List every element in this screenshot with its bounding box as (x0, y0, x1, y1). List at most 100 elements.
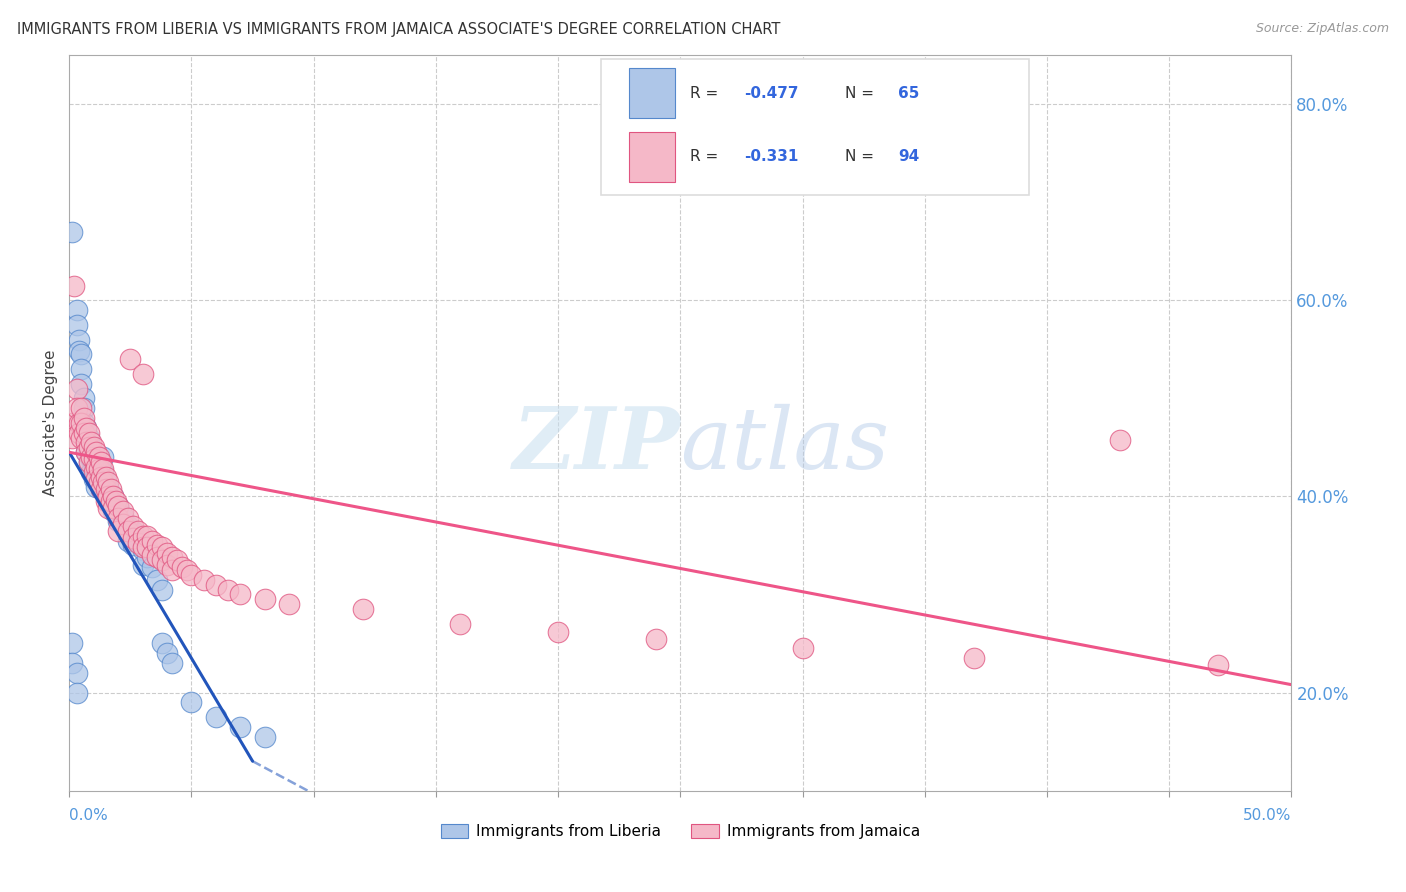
Point (107, 511, 129, 525)
Point (60, 416, 83, 430)
Point (107, 499, 129, 513)
Point (103, 501, 125, 516)
Point (80, 441, 103, 455)
Bar (628, 132, 675, 182)
Point (121, 524, 143, 538)
Point (90, 470, 112, 484)
Point (90, 470, 112, 484)
Point (90, 455, 112, 469)
Point (103, 490, 125, 504)
Point (73, 411, 96, 425)
Point (150, 636, 173, 650)
Point (75, 445, 97, 459)
Point (65, 382, 87, 396)
Point (107, 524, 129, 538)
Point (449, 616, 471, 631)
Point (229, 720, 252, 734)
Point (97, 501, 120, 516)
Text: 50.0%: 50.0% (1243, 808, 1292, 823)
Point (87, 472, 110, 486)
Point (117, 511, 139, 525)
Text: 0.0%: 0.0% (69, 808, 108, 823)
Point (93, 462, 115, 476)
Point (150, 553, 173, 567)
Point (80, 452, 103, 467)
Point (97, 480, 120, 494)
Point (73, 425, 96, 440)
Point (60, 431, 83, 445)
Point (84, 480, 107, 494)
Point (193, 573, 215, 587)
Point (83, 441, 105, 455)
Point (77, 442, 100, 457)
Point (103, 490, 125, 504)
Point (150, 541, 173, 555)
Point (94, 475, 117, 489)
Point (100, 482, 122, 496)
Point (121, 538, 143, 552)
Point (83, 472, 105, 486)
Text: atlas: atlas (681, 403, 890, 486)
Point (229, 587, 252, 601)
Point (75, 435, 97, 450)
Point (111, 516, 134, 531)
Point (67, 425, 90, 440)
Point (67, 333, 90, 347)
Point (90, 482, 112, 496)
Point (131, 528, 153, 542)
Point (94, 494, 117, 508)
Text: ZIP: ZIP (512, 403, 681, 487)
Point (97, 494, 120, 508)
Point (1109, 433, 1132, 447)
Point (70, 431, 93, 445)
Point (141, 548, 163, 562)
Point (87, 460, 110, 475)
Point (107, 514, 129, 528)
Point (205, 577, 228, 591)
FancyBboxPatch shape (600, 59, 1029, 194)
Point (65, 303, 87, 318)
Point (65, 318, 87, 332)
Text: N =: N = (845, 149, 879, 164)
Bar (628, 69, 675, 119)
Point (136, 528, 159, 542)
Point (156, 646, 179, 660)
Point (84, 470, 107, 484)
Point (70, 362, 93, 376)
Point (121, 518, 143, 533)
Point (131, 543, 153, 558)
Point (83, 450, 105, 465)
Legend: Immigrants from Liberia, Immigrants from Jamaica: Immigrants from Liberia, Immigrants from… (434, 818, 927, 846)
Point (70, 401, 93, 416)
Point (127, 536, 149, 550)
Point (75, 435, 97, 450)
Point (278, 597, 301, 611)
Point (146, 573, 169, 587)
Point (547, 624, 569, 639)
Point (792, 641, 814, 656)
Point (84, 445, 107, 459)
Text: N =: N = (845, 86, 879, 101)
Point (150, 582, 173, 597)
Text: Source: ZipAtlas.com: Source: ZipAtlas.com (1256, 22, 1389, 36)
Point (94, 470, 117, 484)
Text: 94: 94 (898, 149, 920, 164)
Text: 65: 65 (898, 86, 920, 101)
Point (156, 546, 179, 560)
Point (180, 567, 202, 582)
Point (131, 367, 153, 381)
Point (93, 475, 115, 489)
Point (83, 465, 105, 479)
Point (75, 421, 97, 435)
Point (77, 425, 100, 440)
Point (645, 632, 668, 646)
Point (75, 421, 97, 435)
Text: -0.331: -0.331 (744, 149, 799, 164)
Point (93, 450, 115, 465)
Point (127, 524, 149, 538)
Point (253, 592, 276, 607)
Point (70, 376, 93, 391)
Point (67, 344, 90, 359)
Point (84, 472, 107, 486)
Point (131, 558, 153, 572)
